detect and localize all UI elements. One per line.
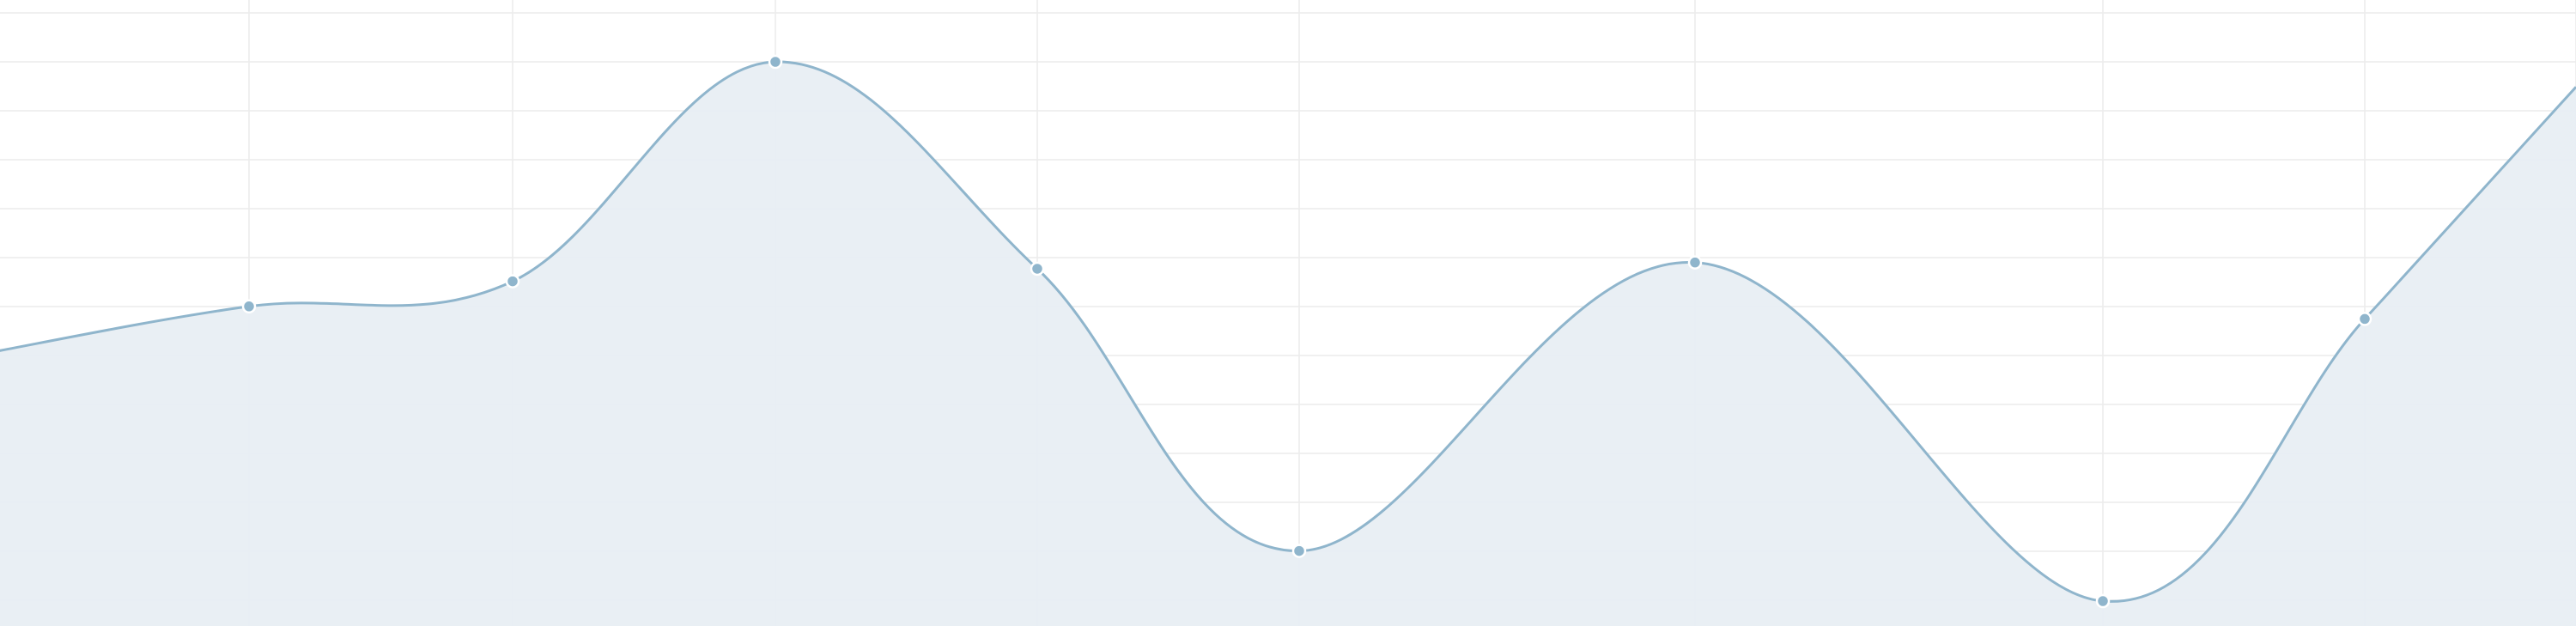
data-point[interactable] bbox=[1291, 544, 1307, 558]
data-points bbox=[241, 54, 2372, 609]
data-point[interactable] bbox=[241, 299, 257, 314]
data-point[interactable] bbox=[2357, 312, 2372, 326]
data-point[interactable] bbox=[1687, 255, 1703, 270]
data-point[interactable] bbox=[768, 54, 783, 70]
series-line bbox=[0, 60, 2576, 603]
data-point[interactable] bbox=[505, 274, 520, 289]
data-point[interactable] bbox=[1030, 261, 1045, 277]
area-fill bbox=[0, 61, 2576, 626]
data-point[interactable] bbox=[2095, 593, 2111, 609]
